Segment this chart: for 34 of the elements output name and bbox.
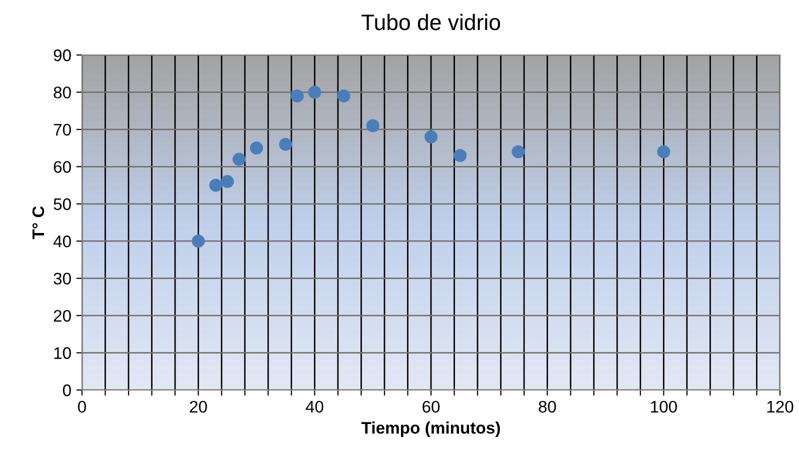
y-tick-label: 60: [54, 161, 71, 173]
point: [512, 145, 525, 158]
chart-title: Tubo de vidrio: [362, 14, 500, 30]
y-tick-label: 80: [54, 86, 71, 98]
point: [366, 119, 380, 132]
y-tick-label: 30: [54, 272, 71, 285]
x-tick-label: 80: [538, 400, 556, 413]
y-tick-label: 90: [54, 49, 71, 62]
x-tick-label: 120: [767, 400, 794, 413]
y-tick-label: 20: [54, 310, 71, 322]
point: [308, 86, 322, 99]
x-tick-label: 0: [78, 400, 86, 413]
point: [454, 148, 467, 162]
point: [192, 234, 205, 248]
point: [290, 89, 304, 102]
y-tick-label: 0: [62, 384, 71, 396]
point: [337, 89, 350, 102]
point: [279, 138, 292, 151]
x-tick-label: 100: [651, 400, 677, 413]
point: [232, 152, 246, 166]
x-tick-label: 60: [422, 400, 440, 413]
point: [220, 175, 234, 188]
point: [424, 130, 438, 144]
point: [657, 145, 670, 158]
y-tick-label: 50: [54, 198, 71, 210]
point: [209, 178, 222, 192]
y-tick-label: 40: [53, 236, 71, 248]
y-tick-label: 10: [54, 347, 71, 359]
x-tick-label: 40: [306, 400, 324, 413]
x-tick-label: 20: [190, 400, 207, 413]
point: [250, 142, 264, 155]
y-axis-title: T° C: [32, 206, 44, 240]
y-tick-label: 70: [54, 124, 71, 136]
x-axis-title: Tiempo (minutos): [361, 422, 500, 438]
